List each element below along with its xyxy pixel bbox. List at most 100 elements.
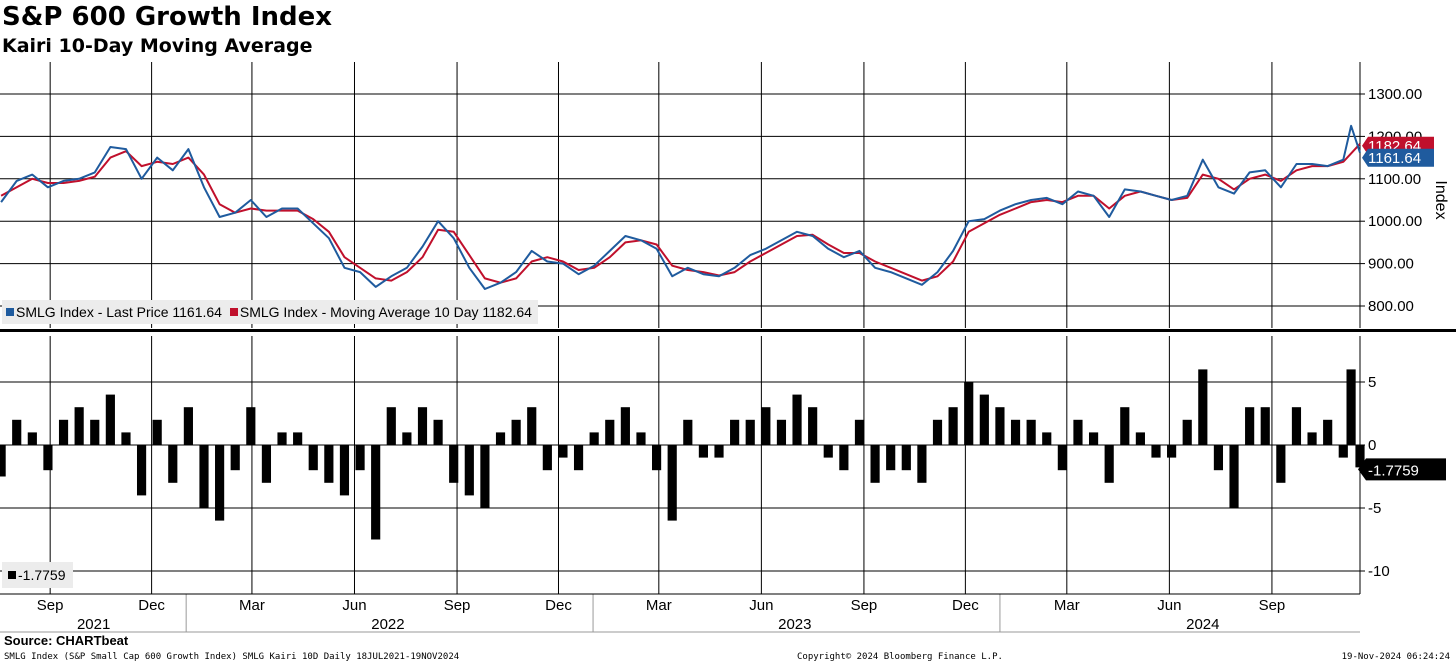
kairi-bar <box>573 445 584 471</box>
kairi-bar <box>308 445 318 471</box>
kairi-bar <box>1167 445 1177 458</box>
kairi-bar <box>183 407 193 445</box>
kairi-bar <box>43 445 53 471</box>
y-tick-label: 800.00 <box>1368 298 1414 315</box>
x-tick-label: Dec <box>952 597 979 614</box>
x-year-label: 2023 <box>778 616 811 633</box>
kairi-bar <box>1010 419 1021 445</box>
y-tick-label: 1100.00 <box>1368 171 1421 188</box>
kairi-bar <box>1135 432 1145 445</box>
kairi-bar <box>979 394 989 445</box>
x-tick-label: Jun <box>749 597 773 614</box>
kairi-bar <box>27 432 37 445</box>
kairi-bar <box>277 432 287 445</box>
kairi-bar <box>0 445 6 477</box>
kairi-bar <box>1073 419 1083 445</box>
kairi-bar <box>1338 445 1348 458</box>
panel-frames <box>0 62 1456 633</box>
kairi-bar <box>1260 407 1270 445</box>
x-tick-label: Dec <box>138 597 165 614</box>
kairi-bar <box>386 407 396 445</box>
kairi-bar <box>761 407 771 445</box>
kairi-bar <box>293 432 303 445</box>
y-tick-label: -10 <box>1368 563 1390 580</box>
badge-kairi-text: -1.7759 <box>1368 462 1419 479</box>
kairi-bar <box>698 445 708 458</box>
kairi-bar <box>527 407 537 445</box>
kairi-bar <box>261 445 272 483</box>
footer-timestamp: 19-Nov-2024 06:24:24 <box>1341 652 1450 662</box>
kairi-bar <box>339 445 350 496</box>
kairi-bar <box>152 419 162 445</box>
moving-average-line <box>0 143 1361 284</box>
kairi-bar <box>121 432 131 445</box>
legend-swatch-kairi <box>8 571 16 579</box>
x-tick-label: Sep <box>851 597 878 614</box>
kairi-bar <box>1198 369 1208 445</box>
legend-moving-average: SMLG Index - Moving Average 10 Day 1182.… <box>239 304 532 320</box>
axis-labels: Sep Dec Mar Jun Sep Dec Mar Jun Sep Dec Mar Jun Sep 2… <box>37 86 1449 633</box>
legend-last-price: SMLG Index - Last Price 1161.64 <box>16 304 222 320</box>
y-axis-title: Index <box>1432 180 1449 219</box>
kairi-bar <box>464 445 474 496</box>
y-tick-label: 0 <box>1368 437 1376 454</box>
price-lines <box>0 124 1361 290</box>
kairi-bar <box>1088 432 1099 445</box>
legend-kairi: -1.7759 <box>2 562 74 588</box>
kairi-bar <box>1355 445 1365 468</box>
kairi-bar <box>1120 407 1130 445</box>
kairi-bar <box>901 445 911 471</box>
kairi-bar <box>652 445 662 471</box>
x-tick-label: Mar <box>1054 597 1080 614</box>
kairi-bar <box>886 445 896 471</box>
legend-kairi-value: -1.7759 <box>18 567 66 583</box>
kairi-bar <box>417 407 428 445</box>
x-tick-label: Sep <box>37 597 64 614</box>
kairi-bar <box>1042 432 1052 445</box>
kairi-bar <box>667 445 677 521</box>
kairi-bar <box>12 419 22 445</box>
kairi-bar <box>542 445 552 471</box>
kairi-bar <box>1229 445 1239 508</box>
kairi-bar <box>776 419 787 445</box>
kairi-bar <box>1291 407 1302 445</box>
footer-copyright: Copyright© 2024 Bloomberg Finance L.P. <box>797 652 1003 662</box>
kairi-bar <box>823 445 833 458</box>
x-tick-label: Mar <box>239 597 265 614</box>
kairi-bar <box>1151 445 1161 458</box>
chart-subtitle: Kairi 10-Day Moving Average <box>2 35 313 57</box>
x-year-label: 2022 <box>371 616 404 633</box>
kairi-bar <box>745 419 755 445</box>
y-tick-label: 1000.00 <box>1368 213 1422 230</box>
kairi-bar <box>1104 445 1114 483</box>
x-tick-label: Jun <box>342 597 366 614</box>
badge-last-price-text: 1161.64 <box>1368 150 1421 167</box>
legend-price: SMLG Index - Last Price 1161.64 SMLG Ind… <box>2 300 538 324</box>
kairi-bar <box>402 432 412 445</box>
kairi-bar <box>1182 419 1192 445</box>
kairi-bar <box>1323 419 1333 445</box>
kairi-bar <box>371 445 381 540</box>
x-tick-label: Sep <box>1259 597 1286 614</box>
badge-last-price: 1161.64 <box>1362 148 1434 167</box>
x-tick-label: Dec <box>545 597 572 614</box>
kairi-bar <box>355 445 365 471</box>
x-tick-label: Sep <box>444 597 471 614</box>
kairi-bar <box>1276 445 1286 483</box>
kairi-bar <box>90 419 100 445</box>
kairi-bar <box>1346 369 1356 445</box>
kairi-bar <box>870 445 880 483</box>
kairi-bar <box>558 445 568 458</box>
y-tick-label: 1300.00 <box>1368 86 1422 103</box>
x-tick-label: Jun <box>1157 597 1181 614</box>
kairi-bars <box>0 369 1365 540</box>
kairi-bar <box>964 382 974 445</box>
source-note: Source: CHARTbeat <box>4 633 129 648</box>
y-tick-label: -5 <box>1368 500 1381 517</box>
footer-description: SMLG Index (S&P Small Cap 600 Growth Ind… <box>4 652 460 662</box>
grid-lines <box>0 62 1360 632</box>
kairi-bar <box>839 445 849 471</box>
kairi-bar <box>995 407 1005 445</box>
kairi-bar <box>948 407 958 445</box>
